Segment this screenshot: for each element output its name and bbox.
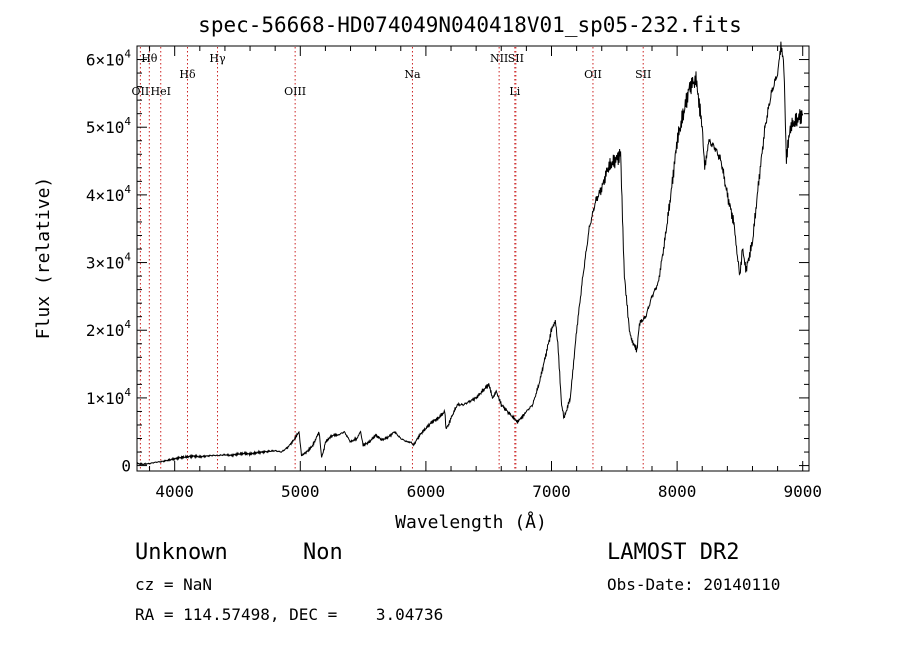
emission-line-label: OII — [132, 85, 150, 98]
object-subclass: Non — [303, 540, 343, 565]
y-tick-label: 5×104 — [86, 115, 132, 137]
emission-line-label: Li — [509, 85, 520, 98]
x-tick-label: 5000 — [281, 482, 320, 501]
x-tick-label: 7000 — [532, 482, 571, 501]
emission-line-label: Na — [404, 68, 421, 81]
y-tick-label: 2×104 — [86, 318, 132, 340]
y-tick-label: 1×104 — [86, 386, 132, 408]
x-tick-label: 4000 — [155, 482, 194, 501]
emission-line-label: NII — [490, 52, 508, 65]
plot-frame — [136, 45, 810, 472]
chart-title: spec-56668-HD074049N040418V01_sp05-232.f… — [198, 13, 742, 37]
emission-line-label: SII — [635, 68, 651, 81]
spectrum-series-line — [136, 41, 804, 466]
x-axis: 4000 5000 6000 7000 8000 9000 — [149, 46, 822, 501]
ra-dec: RA = 114.57498, DEC = 3.04736 — [135, 605, 443, 624]
y-tick-label: 0 — [121, 457, 131, 476]
emission-line-label: Hγ — [209, 52, 226, 65]
x-tick-label: 9000 — [783, 482, 822, 501]
y-axis: 0 1×104 2×104 3×104 4×104 5×104 6×104 — [86, 48, 809, 476]
cz-value: cz = NaN — [135, 575, 212, 594]
emission-line-label: OIII — [284, 85, 306, 98]
y-tick-label: 3×104 — [86, 251, 132, 273]
emission-line-label: SII — [508, 52, 524, 65]
obs-date: Obs-Date: 20140110 — [607, 575, 780, 594]
emission-line-label: Hθ — [141, 52, 158, 65]
emission-line-label: HeI — [151, 85, 171, 98]
survey-name: LAMOST DR2 — [607, 540, 739, 565]
y-tick-label: 6×104 — [86, 48, 132, 70]
y-axis-label: Flux (relative) — [33, 177, 54, 340]
y-tick-label: 4×104 — [86, 183, 132, 205]
emission-line-label: Hδ — [179, 68, 196, 81]
x-axis-label: Wavelength (Å) — [395, 511, 547, 533]
object-class: Unknown — [135, 540, 228, 565]
emission-line-label: OII — [584, 68, 602, 81]
x-tick-label: 8000 — [658, 482, 697, 501]
x-tick-label: 6000 — [407, 482, 446, 501]
